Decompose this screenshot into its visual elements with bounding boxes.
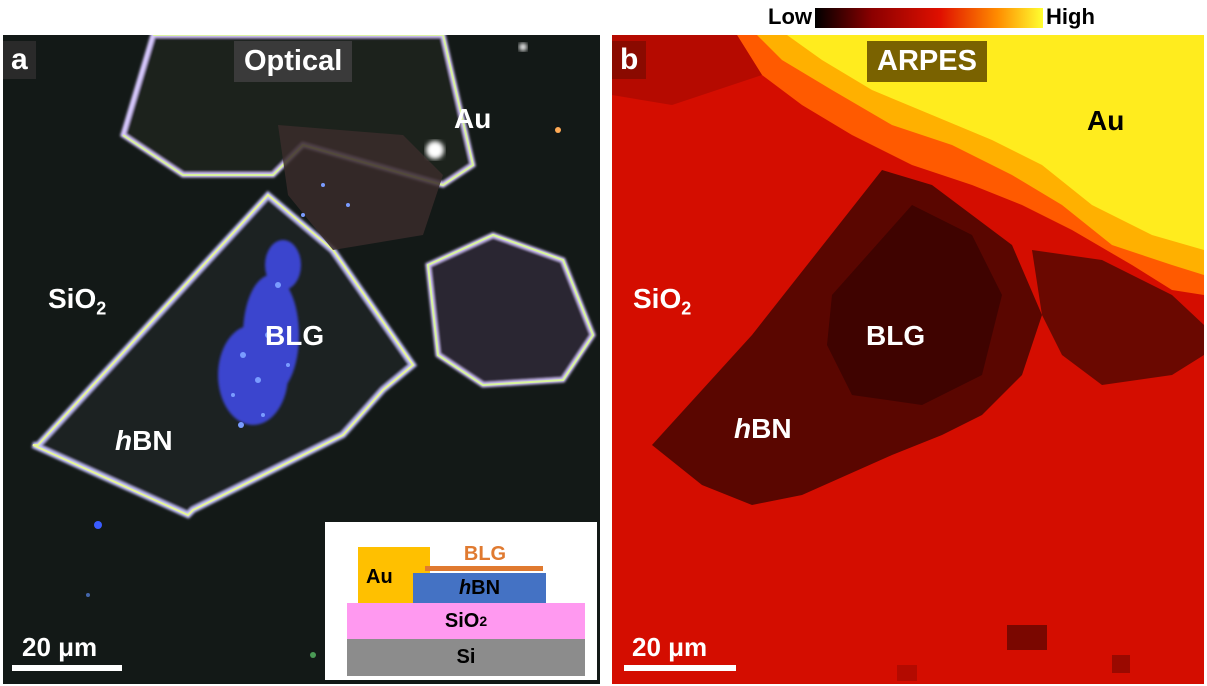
panel-b-label: b xyxy=(612,41,647,79)
au-label-a: Au xyxy=(454,103,492,134)
optical-title: Optical xyxy=(234,41,353,82)
inset-hbn-layer: h BN xyxy=(413,573,546,603)
arpes-map-panel: b ARPES Au SiO2 BLG hBN 20 μm xyxy=(612,35,1204,684)
scale-bar-b-label: 20 μm xyxy=(632,632,708,662)
colorbar xyxy=(815,8,1043,28)
scale-bar-a-label: 20 μm xyxy=(22,632,98,662)
inset-blg-layer xyxy=(425,566,543,571)
arpes-intensity-map xyxy=(612,35,1204,684)
hbn-label-a: hBN xyxy=(115,425,173,456)
inset-blg-label: BLG xyxy=(463,542,507,565)
panel-a-label: a xyxy=(3,41,36,79)
optical-image-panel: a Optical Au SiO2 BLG hBN 20 μm Au BLG h… xyxy=(3,35,600,684)
au-label-b: Au xyxy=(1087,105,1125,136)
layer-stack-schematic: Au BLG h BN SiO 2 Si xyxy=(325,522,597,680)
inset-sio2-layer: SiO 2 xyxy=(347,603,585,639)
blg-label-b: BLG xyxy=(866,320,926,351)
arpes-title: ARPES xyxy=(867,41,987,82)
sio2-label-b: SiO2 xyxy=(633,283,692,319)
optical-micrograph xyxy=(3,35,600,684)
blg-label-a: BLG xyxy=(265,320,325,351)
scale-bar-b xyxy=(624,665,736,671)
colorbar-high-label: High xyxy=(1046,4,1095,29)
hbn-label-b: hBN xyxy=(734,413,792,444)
sio2-label-a: SiO2 xyxy=(48,283,107,319)
colorbar-low-label: Low xyxy=(768,4,812,29)
inset-si-layer: Si xyxy=(347,639,585,676)
scale-bar-a xyxy=(12,665,122,671)
